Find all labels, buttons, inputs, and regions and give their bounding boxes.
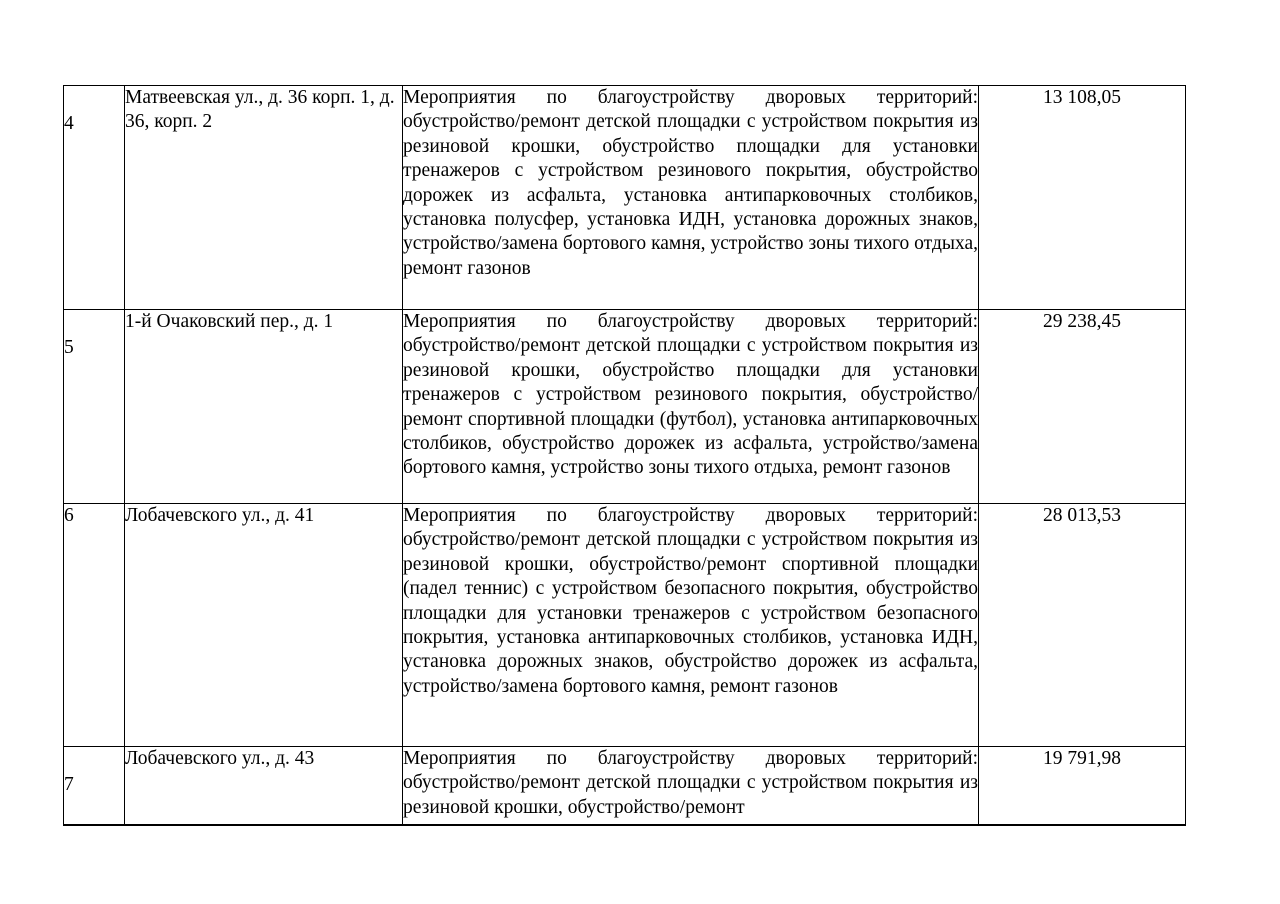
description-cell: Мероприятия по благоустройству дворовых … xyxy=(402,746,979,825)
row-number: 5 xyxy=(64,337,74,358)
address-cell: 7 Лобачевского ул., д. 43 xyxy=(124,746,403,825)
address-cell: 4 Матвеевская ул., д. 36 корп. 1, д. 36,… xyxy=(124,85,403,310)
amount-value: 28 013,53 xyxy=(1043,505,1121,526)
amount-cell: 19 791,98 xyxy=(978,746,1186,825)
table-row: 4 4 Матвеевская ул., д. 36 корп. 1, д. 3… xyxy=(63,85,1186,310)
amount-cell: 29 238,45 xyxy=(978,309,1186,504)
row-number-cell: 4 xyxy=(63,85,125,310)
description-cell: Мероприятия по благоустройству дворовых … xyxy=(402,309,979,504)
description-text: Мероприятия по благоустройству дворовых … xyxy=(403,505,978,697)
address-text: Лобачевского ул., д. 43 xyxy=(125,748,315,769)
row-number: 6 xyxy=(64,505,74,526)
description-text: Мероприятия по благоустройству дворовых … xyxy=(403,311,978,479)
amount-cell: 13 108,05 xyxy=(978,85,1186,310)
amount-value: 13 108,05 xyxy=(1043,87,1121,108)
address-text: Лобачевского ул., д. 41 xyxy=(125,505,315,526)
table-row: 7 7 Лобачевского ул., д. 43 Мероприятия … xyxy=(63,746,1186,825)
row-number: 7 xyxy=(64,774,74,795)
row-number-cell: 5 xyxy=(63,309,125,504)
amount-value: 19 791,98 xyxy=(1043,748,1121,769)
address-text: 1-й Очаковский пер., д. 1 xyxy=(125,311,334,332)
description-cell: Мероприятия по благоустройству дворовых … xyxy=(402,85,979,310)
address-cell: 5 1-й Очаковский пер., д. 1 xyxy=(124,309,403,504)
table-row: 6 Лобачевского ул., д. 41 Мероприятия по… xyxy=(63,503,1186,747)
amount-cell: 28 013,53 xyxy=(978,503,1186,747)
description-text: Мероприятия по благоустройству дворовых … xyxy=(403,87,978,279)
description-text-clipped: Мероприятия по благоустройству дворовых … xyxy=(403,748,978,818)
address-text: Матвеевская ул., д. 36 корп. 1, д. 36, к… xyxy=(125,87,395,133)
row-number: 4 xyxy=(64,113,74,134)
row-number-cell: 6 xyxy=(63,503,125,747)
row-number-cell: 7 xyxy=(63,746,125,825)
description-cell: Мероприятия по благоустройству дворовых … xyxy=(402,503,979,747)
table-row: 5 5 1-й Очаковский пер., д. 1 Мероприяти… xyxy=(63,309,1186,504)
amount-value: 29 238,45 xyxy=(1043,311,1121,332)
improvements-table: 4 4 Матвеевская ул., д. 36 корп. 1, д. 3… xyxy=(63,85,1186,826)
address-cell: Лобачевского ул., д. 41 xyxy=(124,503,403,747)
